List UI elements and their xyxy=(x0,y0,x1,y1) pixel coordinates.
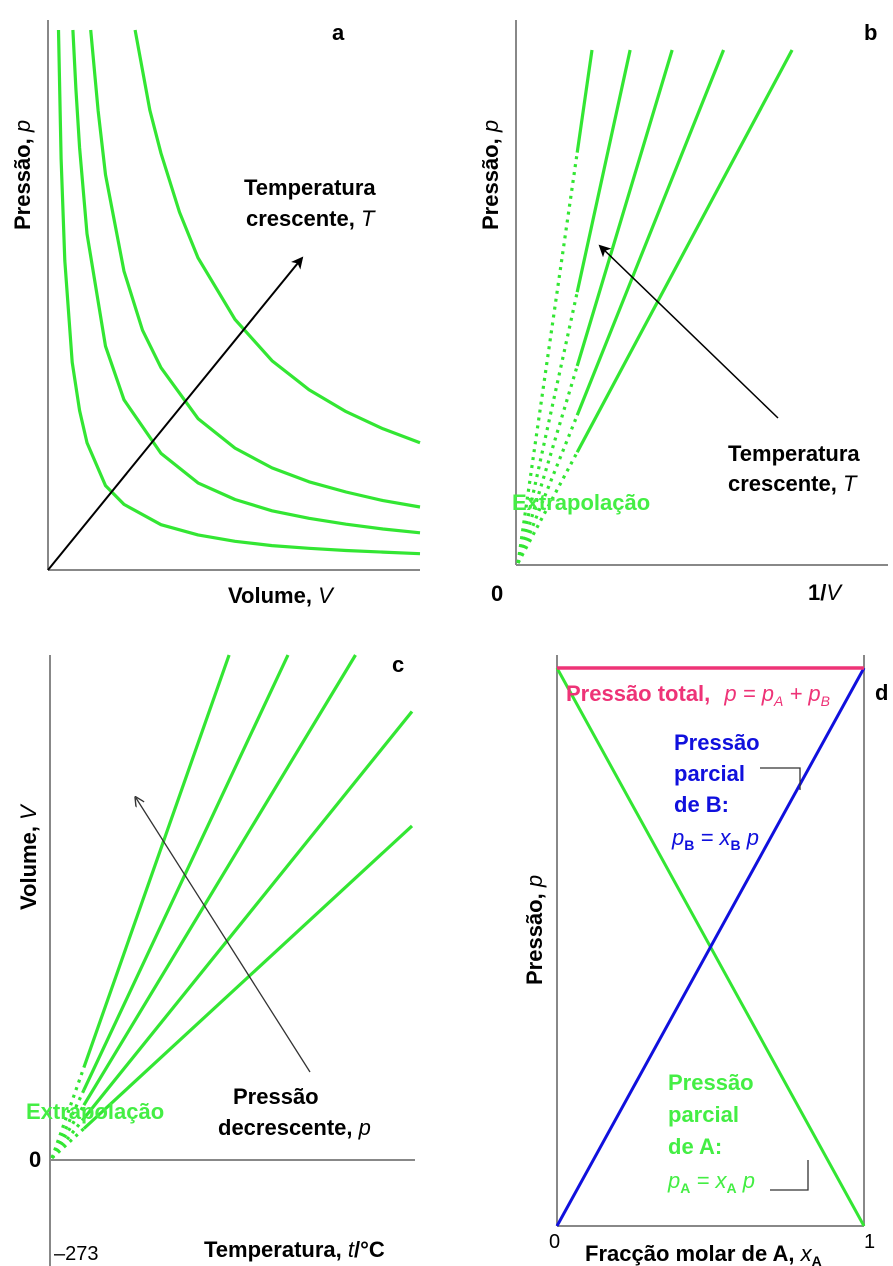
y-axis-label: Volume, V xyxy=(16,803,41,910)
series-line-2 xyxy=(575,49,632,293)
series-line-1 xyxy=(82,654,231,1069)
annotation-line2: decrescente, p xyxy=(218,1115,371,1140)
annotation-line1: Temperatura xyxy=(244,175,376,200)
panel-letter-a: a xyxy=(332,20,345,45)
leader-line-a xyxy=(770,1160,809,1191)
panel-a: a Pressão, p Volume, V Temperatura cresc… xyxy=(10,20,421,608)
extrapolation-line-5 xyxy=(50,1127,85,1160)
extrapolation-label: Extrapolação xyxy=(512,490,650,515)
series-line-1 xyxy=(575,49,594,153)
leader-line-b xyxy=(760,767,801,790)
partial-b-line3: de B: xyxy=(674,792,729,817)
isotherm-curve-2 xyxy=(71,29,421,535)
series-line-3 xyxy=(575,49,674,367)
y-axis-label: Pressão, p xyxy=(10,120,35,230)
trend-arrow xyxy=(598,244,779,419)
annotation-line1: Temperatura xyxy=(728,441,860,466)
line-b xyxy=(555,667,866,1227)
isotherm-curve-3 xyxy=(89,29,421,509)
series-line-3 xyxy=(82,654,357,1107)
x-tick-min: –273 xyxy=(54,1243,99,1265)
isotherm-curve-1 xyxy=(56,29,421,556)
panel-letter-c: c xyxy=(392,652,404,677)
x-axis-label: Volume, V xyxy=(228,583,335,608)
x-tick-1: 1 xyxy=(864,1231,875,1253)
x-tick-zero: 0 xyxy=(491,581,503,606)
extrapolation-line-5 xyxy=(516,451,579,564)
x-axis-label: Temperatura, t/°C xyxy=(204,1237,385,1262)
panel-b: b Pressão, p 1/V 0 Temperatura crescente… xyxy=(478,20,888,606)
x-axis-label: Fracção molar de A, xA xyxy=(585,1241,822,1266)
partial-a-line1: Pressão xyxy=(668,1070,754,1095)
panel-letter-d: d xyxy=(875,680,888,705)
extrapolation-label: Extrapolação xyxy=(26,1099,164,1124)
partial-b-formula: pB = xB p xyxy=(671,825,759,853)
isotherm-curve-4 xyxy=(133,29,421,445)
extrapolation-line-3 xyxy=(516,365,579,564)
y-axis-label: Pressão, p xyxy=(478,120,503,230)
series-line-4 xyxy=(82,710,414,1120)
series-line-5 xyxy=(575,49,794,453)
extrapolation-line-1 xyxy=(516,152,579,564)
partial-a-formula: pA = xA p xyxy=(667,1168,755,1196)
partial-a-line3: de A: xyxy=(668,1134,722,1159)
series-group xyxy=(50,654,414,1160)
y-tick-zero: 0 xyxy=(29,1147,41,1172)
x-tick-0: 0 xyxy=(549,1231,560,1253)
extrapolation-line-2 xyxy=(516,291,579,564)
panel-letter-b: b xyxy=(864,20,877,45)
annotation-line1: Pressão xyxy=(233,1084,319,1109)
partial-b-line1: Pressão xyxy=(674,730,760,755)
trend-arrow xyxy=(136,798,311,1073)
extrapolation-line-4 xyxy=(50,1117,86,1160)
extrapolation-line-4 xyxy=(516,414,579,564)
partial-a-line2: parcial xyxy=(668,1102,739,1127)
annotation-line2: crescente, T xyxy=(246,206,376,231)
panel-d: d Pressão, p Fracção molar de A, xA 0 1 … xyxy=(522,655,888,1266)
annotation-line2: crescente, T xyxy=(728,471,858,496)
x-axis-label: 1/V xyxy=(808,580,843,605)
total-pressure-label: Pressão total, p = pA + pB xyxy=(566,681,830,709)
series-group xyxy=(56,29,421,556)
series-line-5 xyxy=(82,824,414,1130)
panel-c: c Volume, V Temperatura, t/°C –273 0 Pre… xyxy=(16,652,415,1266)
series-group xyxy=(555,666,866,1227)
trend-arrow xyxy=(47,256,304,571)
series-line-2 xyxy=(82,654,290,1091)
series-line-4 xyxy=(575,49,726,416)
series-group xyxy=(516,49,794,564)
y-axis-label: Pressão, p xyxy=(522,875,547,985)
partial-b-line2: parcial xyxy=(674,761,745,786)
